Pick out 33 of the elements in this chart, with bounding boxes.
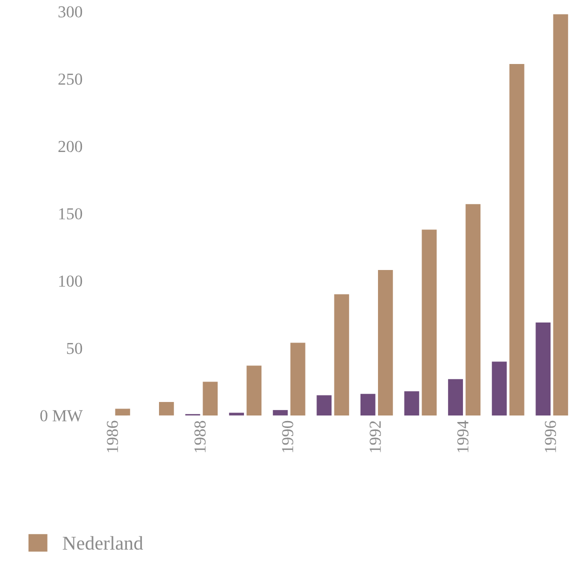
bar: [466, 204, 480, 416]
bar: [422, 230, 437, 416]
y-tick-label: 100: [59, 276, 82, 287]
bar: [246, 366, 262, 416]
x-tick-label: 1988: [194, 420, 206, 452]
bar: [334, 294, 350, 416]
y-tick-label: 250: [58, 74, 82, 85]
bar: [229, 412, 244, 416]
bar: [316, 395, 332, 416]
legend-label: Nederland: [62, 536, 143, 550]
y-tick-label: 150: [59, 208, 82, 220]
bar: [202, 382, 218, 416]
x-tick-label: 1990: [282, 420, 294, 452]
x-tick-label: 1992: [370, 421, 381, 452]
bar: [158, 402, 174, 416]
x-tick-label: 1986: [106, 420, 118, 452]
x-tick-label: 1996: [544, 420, 556, 452]
bar: [448, 379, 463, 416]
bar: [360, 394, 376, 416]
bar: [290, 342, 306, 416]
y-tick-label: 200: [58, 140, 82, 152]
bar: [492, 362, 507, 416]
bar: [115, 408, 130, 416]
y-tick-label: 300: [58, 6, 82, 18]
y-tick-label: 0 MW: [40, 410, 83, 422]
y-tick-label: 50: [67, 342, 82, 354]
x-tick-label: 1994: [457, 420, 468, 452]
bar: [272, 410, 288, 416]
bar: [404, 391, 420, 416]
bar: [553, 14, 568, 416]
bar: [378, 270, 393, 416]
bar: [509, 64, 524, 416]
bar: [536, 322, 551, 416]
